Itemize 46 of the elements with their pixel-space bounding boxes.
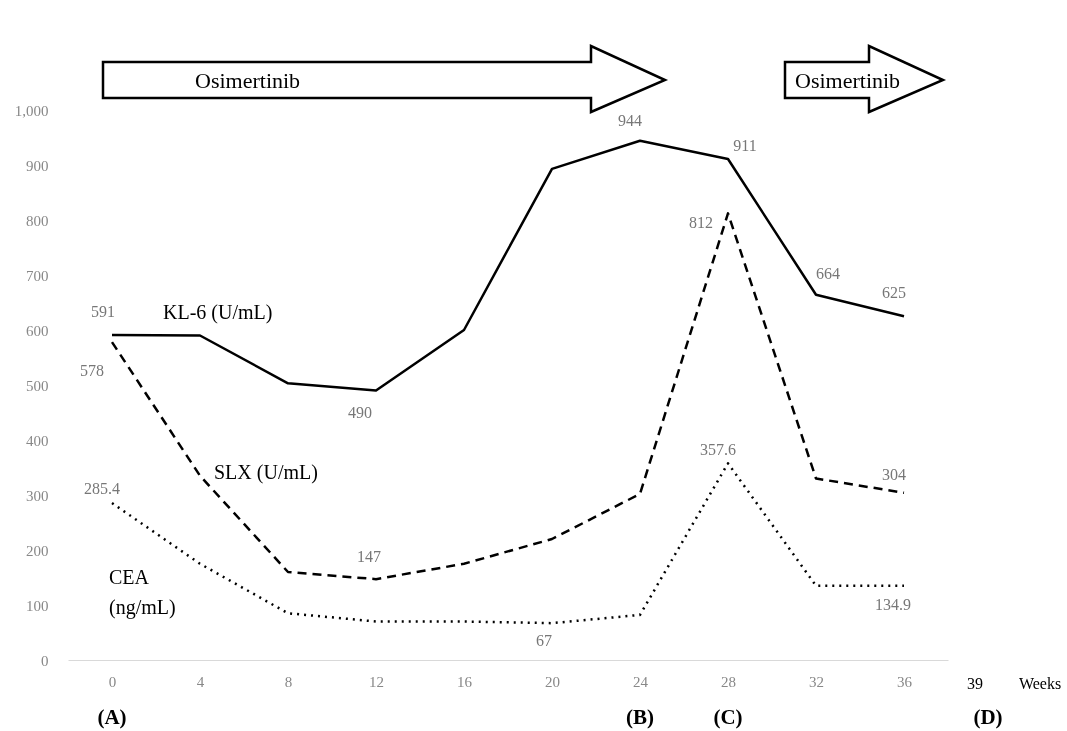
data-label: 625 <box>882 284 906 302</box>
y-tick-label: 1,000 <box>14 102 49 119</box>
data-label: 591 <box>91 302 115 320</box>
text: (D) <box>973 705 1003 729</box>
y-tick-label: 200 <box>26 542 49 559</box>
y-tick-label: 900 <box>26 157 49 174</box>
data-label: 147 <box>357 548 381 566</box>
data-label: 285.4 <box>84 480 120 498</box>
x-tick-label: 8 <box>284 673 293 690</box>
text: Osimertinib <box>795 68 901 93</box>
data-label: 664 <box>816 264 840 282</box>
x-tick-label: 24 <box>633 673 649 690</box>
x-tick-label: 12 <box>369 673 384 690</box>
data-label: 304 <box>882 465 906 483</box>
y-tick-label: 400 <box>26 432 49 449</box>
x-axis-title: Weeks <box>1018 675 1062 692</box>
text: 39 <box>967 675 983 692</box>
text: (C) <box>713 705 743 729</box>
y-tick-label: 600 <box>26 322 49 339</box>
data-label: 134.9 <box>875 595 911 613</box>
data-label: 357.6 <box>700 441 736 459</box>
series-label: CEA (ng/mL) <box>109 566 176 619</box>
data-label: 578 <box>80 362 104 380</box>
y-tick-label: 500 <box>26 377 49 394</box>
data-label: 911 <box>733 136 757 154</box>
text: Osimertinib <box>195 68 301 93</box>
data-label: 944 <box>618 111 642 129</box>
data-label: 67 <box>536 632 552 650</box>
y-tick-label: 300 <box>26 487 49 504</box>
series-label: KL-6 (U/mL) <box>163 301 273 324</box>
x-tick-label: 0 <box>108 673 117 690</box>
text: (A) <box>97 705 127 729</box>
y-tick-label: 800 <box>26 212 49 229</box>
data-label: 812 <box>689 214 713 232</box>
data-label: 490 <box>348 403 372 421</box>
x-tick-label: 36 <box>897 673 913 690</box>
y-tick-label: 700 <box>26 267 49 284</box>
x-tick-label: 28 <box>721 673 736 690</box>
x-tick-label: 32 <box>809 673 824 690</box>
y-tick-label: 0 <box>41 652 49 669</box>
x-tick-label: 20 <box>545 673 560 690</box>
x-tick-label: 4 <box>196 673 205 690</box>
series-label: SLX (U/mL) <box>214 461 318 484</box>
y-tick-label: 100 <box>26 597 49 614</box>
text: (B) <box>626 705 654 729</box>
x-tick-label: 16 <box>457 673 473 690</box>
